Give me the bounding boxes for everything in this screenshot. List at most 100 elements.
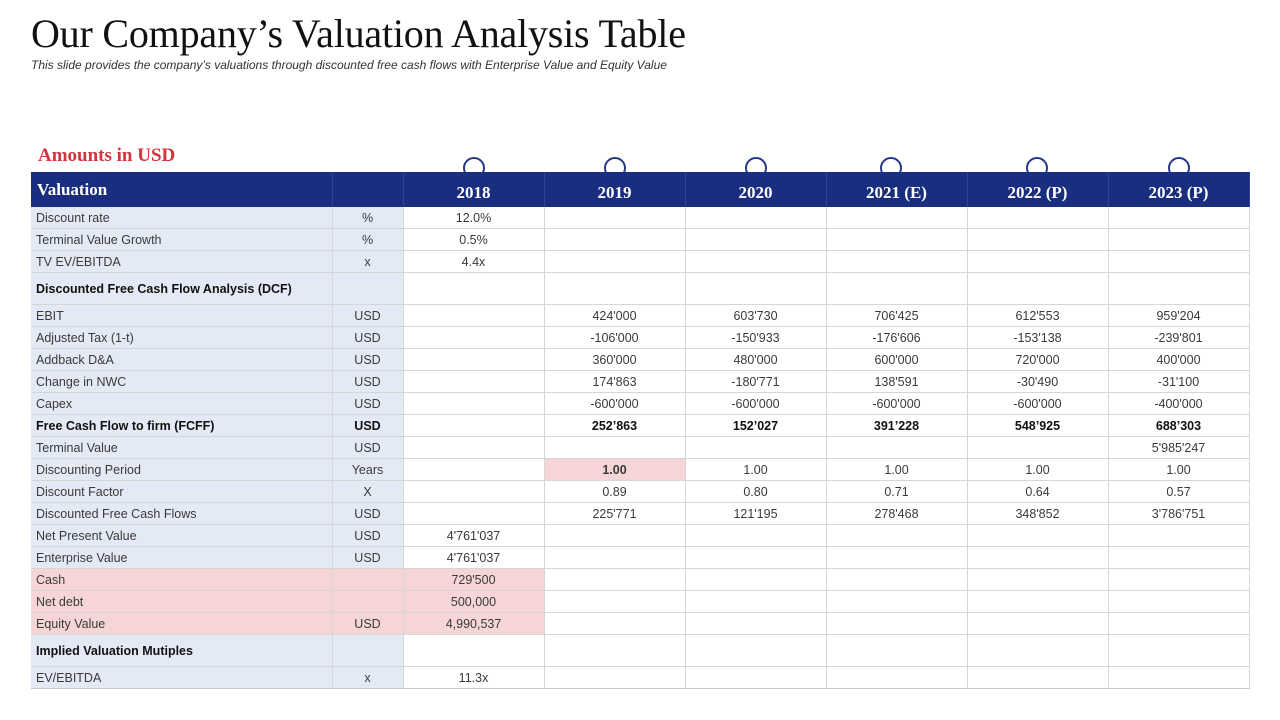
- value-cell: 480'000: [685, 348, 827, 371]
- row-unit: USD: [332, 502, 404, 525]
- table-row: Capex USD -600'000 -600'000 -600'000 -600'000…: [31, 392, 1250, 415]
- table-row: Terminal Value USD 5'985'247: [31, 436, 1250, 459]
- value-cell: 3'786'751: [1108, 502, 1250, 525]
- value-cell: 225'771: [544, 502, 686, 525]
- table-row: Change in NWC USD 174'863 -180'771 138'591 -3…: [31, 370, 1250, 393]
- row-label: Equity Value: [31, 612, 333, 635]
- value-cell: 0.71: [826, 480, 968, 503]
- value-cell: 348'852: [967, 502, 1109, 525]
- value-cell: [967, 634, 1109, 667]
- row-unit: [332, 568, 404, 591]
- value-cell: [1108, 228, 1250, 251]
- value-cell: [967, 207, 1109, 229]
- value-cell: [544, 207, 686, 229]
- value-cell: [1108, 207, 1250, 229]
- table-row: Cash 729'500: [31, 568, 1250, 591]
- row-label: Terminal Value Growth: [31, 228, 333, 251]
- value-cell: 360'000: [544, 348, 686, 371]
- value-cell: 0.64: [967, 480, 1109, 503]
- value-cell: 0.5%: [403, 228, 545, 251]
- value-cell: [826, 568, 968, 591]
- amounts-label: Amounts in USD: [38, 145, 176, 166]
- value-cell: [403, 502, 545, 525]
- value-cell: 688’303: [1108, 414, 1250, 437]
- value-cell: [826, 250, 968, 273]
- row-label: Adjusted Tax (1-t): [31, 326, 333, 349]
- value-cell: -600'000: [544, 392, 686, 415]
- value-cell: [1108, 272, 1250, 305]
- header-year: 2019: [544, 172, 686, 207]
- table-row: Discount rate% 12.0%: [31, 207, 1250, 229]
- value-cell: [403, 414, 545, 437]
- row-unit: USD: [332, 612, 404, 635]
- value-cell: 548’925: [967, 414, 1109, 437]
- table-row: Terminal Value Growth% 0.5%: [31, 228, 1250, 251]
- value-cell: -106'000: [544, 326, 686, 349]
- value-cell: 138'591: [826, 370, 968, 393]
- value-cell: [544, 524, 686, 547]
- row-unit: Years: [332, 458, 404, 481]
- value-cell: [1108, 666, 1250, 689]
- value-cell: 174'863: [544, 370, 686, 393]
- value-cell: 4'761'037: [403, 524, 545, 547]
- row-unit: USD: [332, 392, 404, 415]
- value-cell: [403, 392, 545, 415]
- value-cell: 0.80: [685, 480, 827, 503]
- table-row: Enterprise Value USD 4'761'037: [31, 546, 1250, 569]
- value-cell: [685, 524, 827, 547]
- value-cell: -600'000: [685, 392, 827, 415]
- row-label: Discounting Period: [31, 458, 333, 481]
- row-label: Net debt: [31, 590, 333, 613]
- value-cell: [967, 228, 1109, 251]
- row-label: Implied Valuation Mutiples: [31, 634, 333, 667]
- value-cell: [1108, 250, 1250, 273]
- value-cell: 1.00: [967, 458, 1109, 481]
- value-cell: [544, 590, 686, 613]
- value-cell: -30'490: [967, 370, 1109, 393]
- value-cell: [403, 458, 545, 481]
- header-year: 2020: [685, 172, 827, 207]
- header-unit-cell: [332, 172, 404, 207]
- row-label: TV EV/EBITDA: [31, 250, 333, 273]
- value-cell: 152’027: [685, 414, 827, 437]
- value-cell: [544, 228, 686, 251]
- row-unit: x: [332, 666, 404, 689]
- row-label: Addback D&A: [31, 348, 333, 371]
- value-cell: [544, 666, 686, 689]
- row-unit: USD: [332, 524, 404, 547]
- value-cell: [544, 250, 686, 273]
- header-year: 2023 (P): [1108, 172, 1250, 207]
- value-cell: [967, 272, 1109, 305]
- value-cell: [826, 207, 968, 229]
- table-row: TV EV/EBITDA x 4.4x: [31, 250, 1250, 273]
- value-cell: -150'933: [685, 326, 827, 349]
- value-cell: -153'138: [967, 326, 1109, 349]
- row-label: Discounted Free Cash Flow Analysis (DCF): [31, 272, 333, 305]
- value-cell: 4,990,537: [403, 612, 545, 635]
- value-cell: [685, 568, 827, 591]
- value-cell: -180'771: [685, 370, 827, 393]
- value-cell: [544, 272, 686, 305]
- value-cell: 1.00: [544, 458, 686, 481]
- value-cell: [826, 524, 968, 547]
- table-header-row: Valuation 2018 2019 2020 2021 (E) 2022 (…: [31, 172, 1250, 207]
- table-row: Equity Value USD 4,990,537: [31, 612, 1250, 635]
- row-unit: %: [332, 207, 404, 229]
- row-label: Free Cash Flow to firm (FCFF): [31, 414, 333, 437]
- table-row: Addback D&A USD 360'000 480'000 600'000 720'0…: [31, 348, 1250, 371]
- value-cell: -176'606: [826, 326, 968, 349]
- value-cell: [967, 546, 1109, 569]
- row-unit: USD: [332, 414, 404, 437]
- value-cell: [403, 634, 545, 667]
- value-cell: [403, 370, 545, 393]
- value-cell: [967, 524, 1109, 547]
- value-cell: [403, 304, 545, 327]
- row-unit: [332, 590, 404, 613]
- value-cell: [403, 480, 545, 503]
- value-cell: [826, 228, 968, 251]
- value-cell: [1108, 546, 1250, 569]
- row-label: Terminal Value: [31, 436, 333, 459]
- header-year: 2022 (P): [967, 172, 1109, 207]
- value-cell: [967, 250, 1109, 273]
- value-cell: 0.57: [1108, 480, 1250, 503]
